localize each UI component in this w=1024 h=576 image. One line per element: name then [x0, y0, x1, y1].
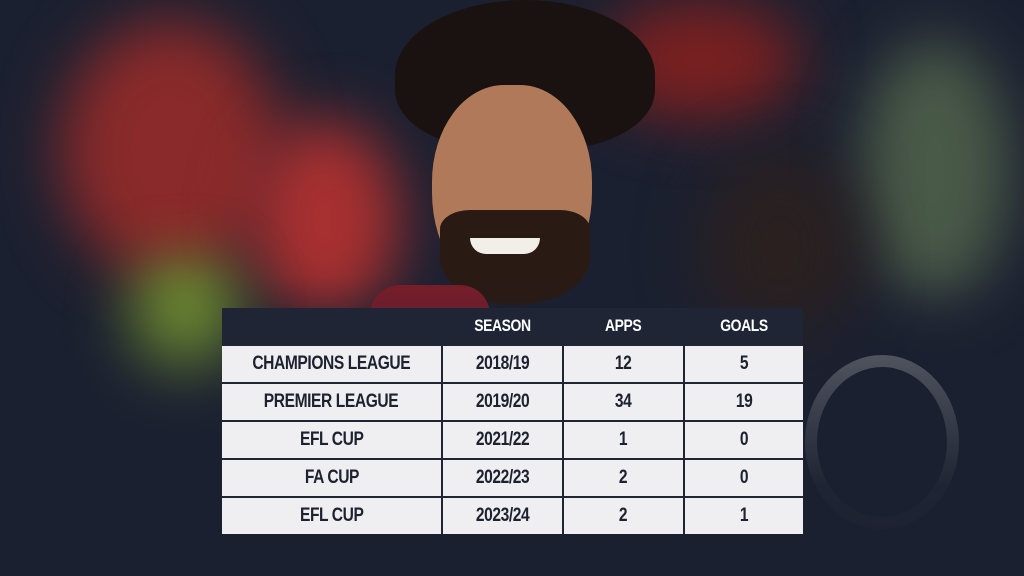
stat-cell: 2 [564, 498, 683, 534]
stat-cell-text: 2019/20 [475, 391, 530, 412]
stat-cell: 0 [685, 460, 803, 496]
competition-cell-text: EFL CUP [299, 505, 364, 526]
header-corner [222, 308, 441, 344]
stat-cell-text: 1 [619, 429, 628, 450]
crowd-blur [60, 20, 280, 280]
header-cell: GOALS [685, 308, 803, 344]
header-cell: APPS [564, 308, 683, 344]
stat-cell-text: 1 [739, 505, 749, 526]
stat-cell: 19 [685, 384, 803, 420]
stat-cell-text: 5 [739, 353, 749, 374]
competition-cell-text: PREMIER LEAGUE [264, 391, 399, 412]
stat-cell-text: 2021/22 [475, 429, 530, 450]
stat-cell-text: 0 [739, 429, 749, 450]
crowd-blur [860, 40, 1010, 300]
stat-cell-text: 12 [615, 353, 632, 374]
smile [470, 238, 540, 254]
stat-cell-text: 2023/24 [475, 505, 530, 526]
stat-cell: 2021/22 [443, 422, 562, 458]
header-cell-text: APPS [605, 316, 642, 335]
stat-cell-text: 2 [619, 505, 628, 526]
competition-cell-text: CHAMPIONS LEAGUE [252, 353, 411, 374]
competition-cell: PREMIER LEAGUE [222, 384, 441, 420]
stat-cell-text: 34 [615, 391, 632, 412]
stat-cell: 1 [564, 422, 683, 458]
competition-cell: EFL CUP [222, 422, 441, 458]
stats-table: SEASON APPS GOALS CHAMPIONS LEAGUE 2018/19 12… [222, 308, 803, 534]
stat-cell: 5 [685, 346, 803, 382]
stat-cell: 2019/20 [443, 384, 562, 420]
stat-cell: 2023/24 [443, 498, 562, 534]
stat-cell: 0 [685, 422, 803, 458]
competition-cell-text: FA CUP [304, 467, 359, 488]
stat-cell-text: 0 [739, 467, 749, 488]
stat-cell-text: 2 [619, 467, 628, 488]
stat-cell: 2 [564, 460, 683, 496]
stat-cell: 34 [564, 384, 683, 420]
competition-cell: EFL CUP [222, 498, 441, 534]
stat-cell: 12 [564, 346, 683, 382]
stat-cell-text: 2022/23 [475, 467, 530, 488]
header-cell-text: SEASON [474, 316, 531, 335]
stat-cell: 1 [685, 498, 803, 534]
competition-cell-text: EFL CUP [299, 429, 364, 450]
stat-cell-text: 19 [735, 391, 753, 412]
stat-cell-text: 2018/19 [475, 353, 530, 374]
stat-cell: 2022/23 [443, 460, 562, 496]
header-cell-text: GOALS [720, 316, 768, 335]
header-cell: SEASON [443, 308, 562, 344]
stat-cell: 2018/19 [443, 346, 562, 382]
competition-cell: FA CUP [222, 460, 441, 496]
competition-cell: CHAMPIONS LEAGUE [222, 346, 441, 382]
